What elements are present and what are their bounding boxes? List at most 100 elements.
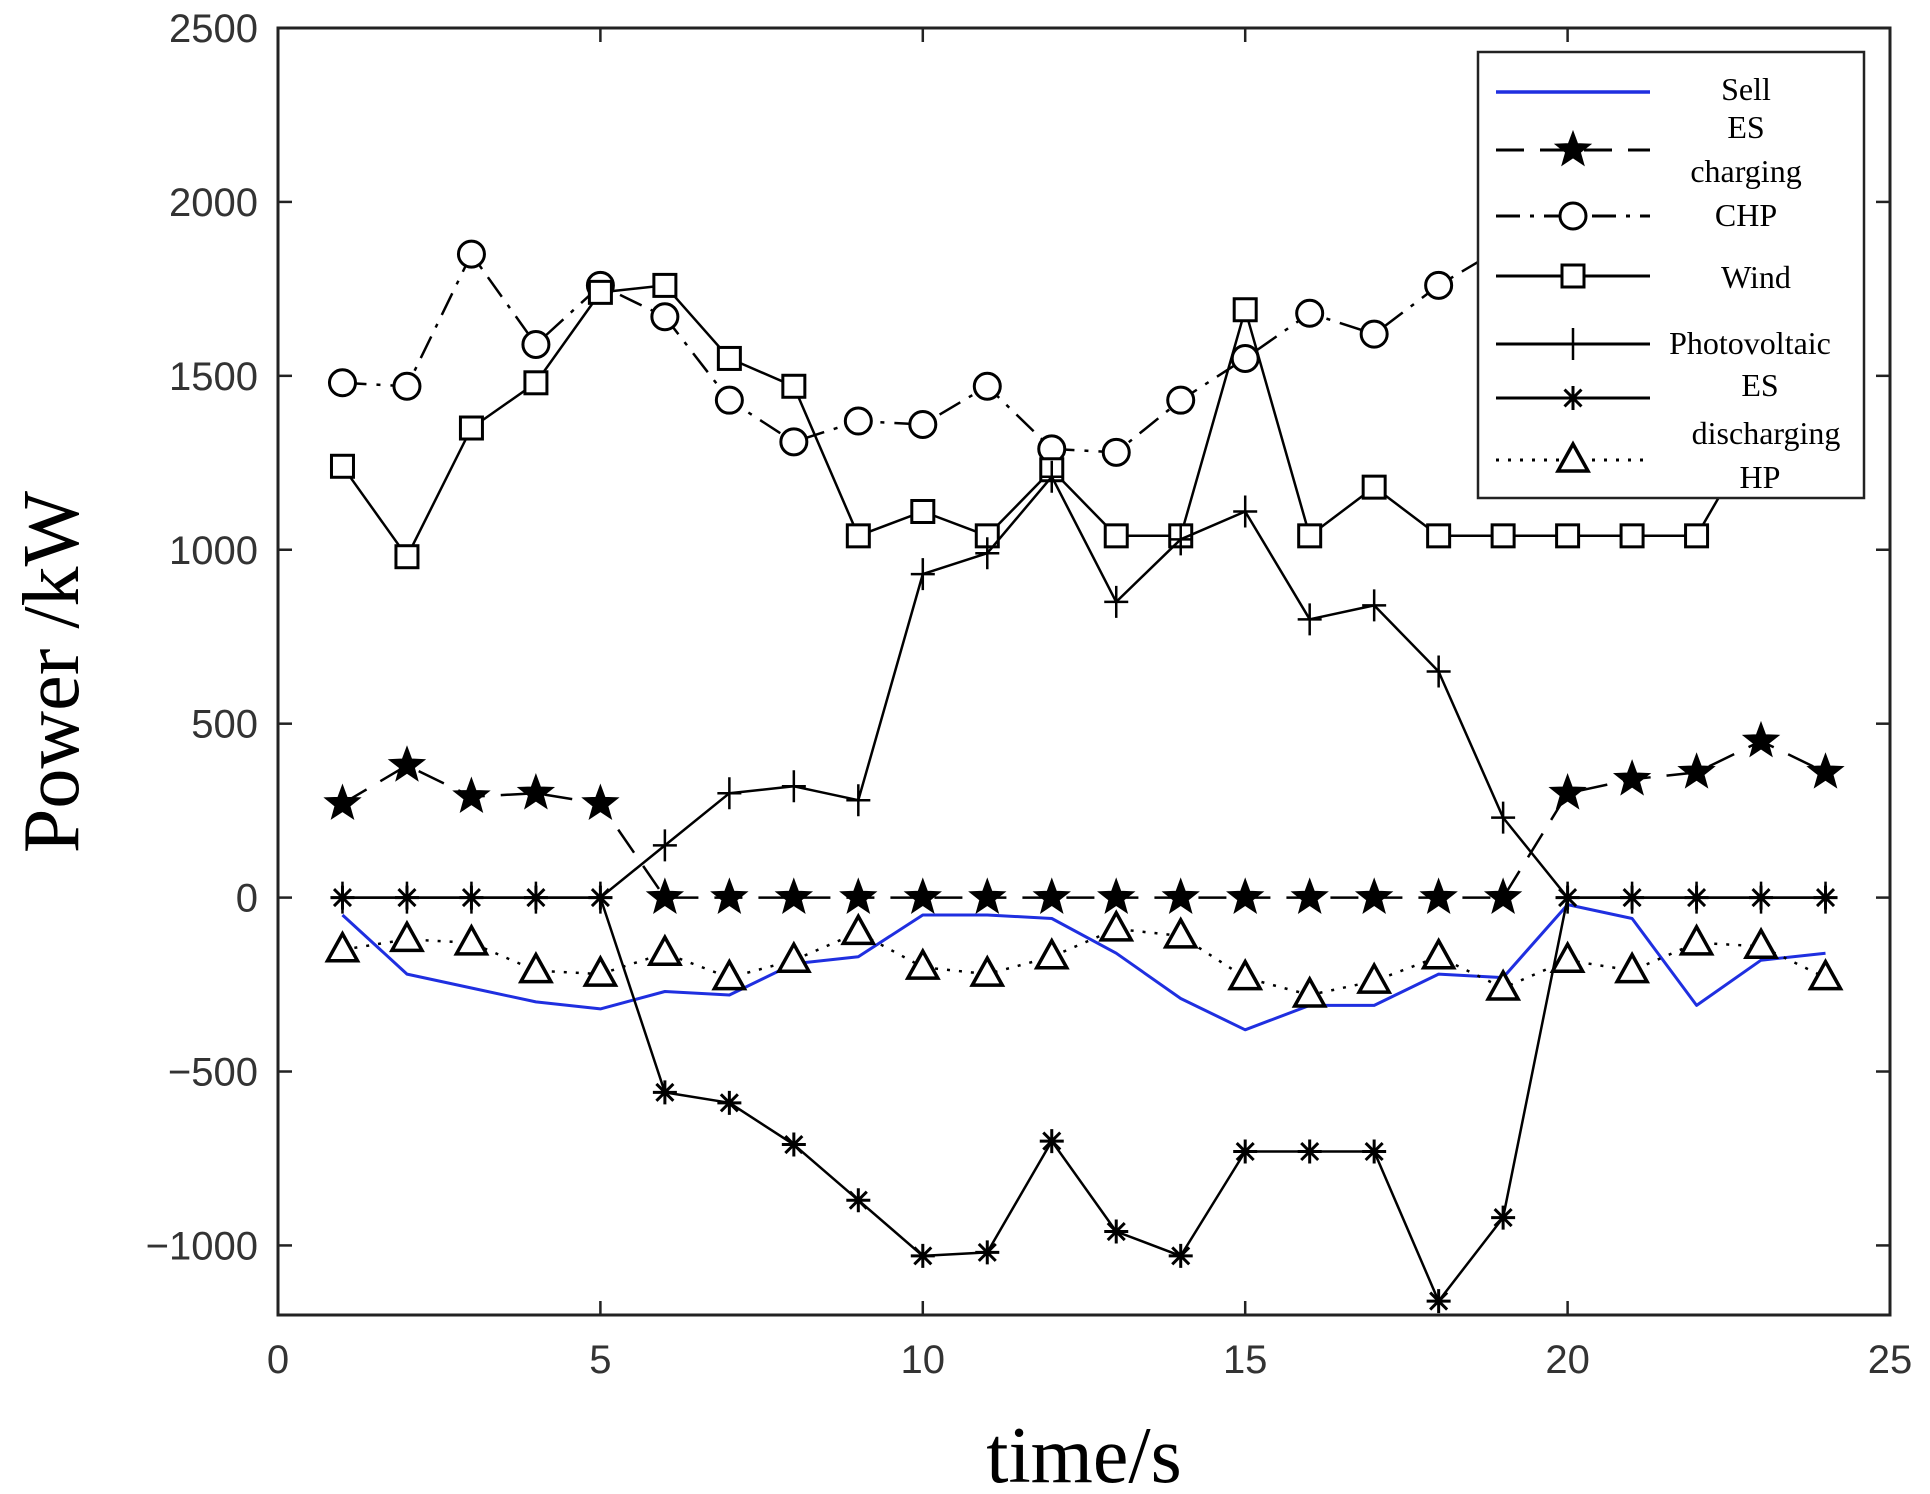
data-point-es-charging bbox=[645, 877, 685, 914]
data-point-chp bbox=[327, 368, 357, 398]
data-point-wind bbox=[1426, 523, 1452, 549]
data-point-chp bbox=[843, 406, 873, 436]
series-line-sell bbox=[341, 903, 1826, 1032]
data-point-hp bbox=[1162, 916, 1199, 949]
data-point-es-charging bbox=[387, 745, 427, 782]
data-point-hp bbox=[969, 954, 1006, 987]
data-point-hp bbox=[1807, 957, 1844, 991]
data-point-hp bbox=[711, 957, 748, 991]
data-point-es-charging bbox=[839, 877, 878, 914]
legend-label-chp: CHP bbox=[1715, 197, 1777, 233]
data-point-chp bbox=[1295, 298, 1325, 328]
data-point-es-charging bbox=[323, 783, 362, 820]
data-point-es-discharging bbox=[330, 885, 355, 910]
data-point-chp bbox=[1359, 319, 1389, 349]
data-point-es-charging bbox=[1290, 877, 1329, 914]
data-point-wind bbox=[1555, 523, 1581, 549]
data-point-wind bbox=[1490, 523, 1516, 549]
data-point-chp bbox=[1230, 343, 1260, 373]
axis-ticks: 0 5 10 15 20 25 −1000 −500 0 500 1000 1500 2000 2500 bbox=[146, 7, 1913, 1382]
data-point-photovoltaic bbox=[1039, 460, 1064, 493]
data-point-hp bbox=[1549, 940, 1586, 973]
x-tick-label: 15 bbox=[1223, 1338, 1268, 1382]
data-point-es-charging bbox=[452, 776, 491, 814]
data-point-photovoltaic bbox=[1104, 585, 1129, 618]
data-point-es-charging bbox=[1226, 877, 1265, 914]
data-point-es-charging bbox=[1548, 773, 1587, 810]
data-point-photovoltaic bbox=[975, 537, 1000, 570]
data-point-wind bbox=[1232, 297, 1258, 323]
data-point-es-discharging bbox=[1104, 1219, 1129, 1244]
data-point-wind bbox=[1103, 523, 1129, 549]
data-point-es-discharging bbox=[781, 1132, 806, 1157]
y-tick-label: 500 bbox=[191, 703, 258, 747]
legend-label-es-discharging-1: ES bbox=[1741, 367, 1778, 403]
data-point-wind bbox=[652, 272, 678, 298]
data-point-wind bbox=[1684, 523, 1710, 549]
data-point-photovoltaic bbox=[781, 770, 806, 803]
y-tick-label: 0 bbox=[236, 877, 258, 921]
data-point-hp bbox=[1033, 937, 1070, 970]
data-point-photovoltaic bbox=[1233, 495, 1258, 528]
data-point-wind bbox=[781, 373, 807, 399]
data-point-es-discharging bbox=[652, 1080, 677, 1105]
y-tick-label: −1000 bbox=[146, 1224, 258, 1268]
data-point-es-discharging bbox=[394, 885, 419, 910]
legend: Sell ES charging CHP Wind Photovoltaic E… bbox=[1476, 50, 1866, 500]
data-point-chp bbox=[650, 302, 680, 332]
legend-label-es-charging-1: ES bbox=[1727, 109, 1764, 145]
data-point-es-discharging bbox=[1297, 1139, 1322, 1164]
legend-marker-es-discharging bbox=[1561, 386, 1585, 410]
data-point-es-charging bbox=[1677, 752, 1716, 789]
data-point-es-charging bbox=[1032, 877, 1071, 914]
x-tick-label: 25 bbox=[1868, 1338, 1913, 1382]
data-point-hp bbox=[1098, 909, 1135, 942]
y-tick-label: −500 bbox=[168, 1051, 258, 1095]
series-layer bbox=[323, 166, 1845, 1314]
data-point-hp bbox=[904, 947, 941, 980]
data-point-chp bbox=[1166, 385, 1196, 415]
data-point-es-discharging bbox=[1749, 885, 1774, 910]
data-point-chp bbox=[456, 239, 486, 269]
x-tick-label: 10 bbox=[901, 1338, 946, 1382]
data-point-photovoltaic bbox=[1168, 523, 1193, 556]
y-axis-label: Power /kW bbox=[8, 490, 96, 853]
data-point-chp bbox=[1424, 270, 1454, 300]
data-point-wind bbox=[394, 544, 420, 570]
data-point-es-discharging bbox=[1233, 1139, 1258, 1164]
data-point-hp bbox=[1485, 968, 1522, 1001]
data-point-photovoltaic bbox=[1426, 655, 1451, 688]
series-es-discharging bbox=[330, 885, 1838, 1314]
data-point-wind bbox=[716, 345, 742, 371]
data-point-hp bbox=[1678, 923, 1715, 956]
data-point-wind bbox=[1297, 523, 1323, 549]
data-point-hp bbox=[453, 923, 490, 956]
data-point-es-charging bbox=[903, 877, 942, 914]
x-axis-label: time/s bbox=[986, 1412, 1182, 1494]
data-point-es-charging bbox=[581, 783, 620, 820]
data-point-es-discharging bbox=[459, 885, 484, 910]
series-sell bbox=[341, 903, 1826, 1032]
legend-label-wind: Wind bbox=[1721, 259, 1791, 295]
data-point-photovoltaic bbox=[846, 784, 871, 817]
data-point-photovoltaic bbox=[1362, 589, 1387, 622]
data-point-chp bbox=[521, 330, 551, 360]
data-point-es-discharging bbox=[1362, 1139, 1387, 1164]
series-hp bbox=[324, 909, 1844, 1008]
data-point-hp bbox=[646, 933, 683, 966]
data-point-hp bbox=[1356, 961, 1393, 994]
data-point-es-discharging bbox=[1491, 1205, 1516, 1230]
data-point-wind bbox=[1361, 474, 1387, 500]
data-point-es-charging bbox=[1419, 877, 1458, 914]
data-point-photovoltaic bbox=[717, 777, 742, 810]
data-point-es-discharging bbox=[1039, 1129, 1064, 1154]
data-point-es-charging bbox=[774, 877, 814, 914]
data-point-hp bbox=[775, 940, 812, 973]
data-point-es-charging bbox=[1741, 720, 1781, 758]
series-es-charging bbox=[323, 720, 1845, 914]
data-point-es-discharging bbox=[975, 1240, 1000, 1265]
data-point-hp bbox=[1291, 975, 1328, 1008]
legend-label-hp: HP bbox=[1740, 459, 1781, 495]
data-point-es-discharging bbox=[523, 885, 548, 910]
